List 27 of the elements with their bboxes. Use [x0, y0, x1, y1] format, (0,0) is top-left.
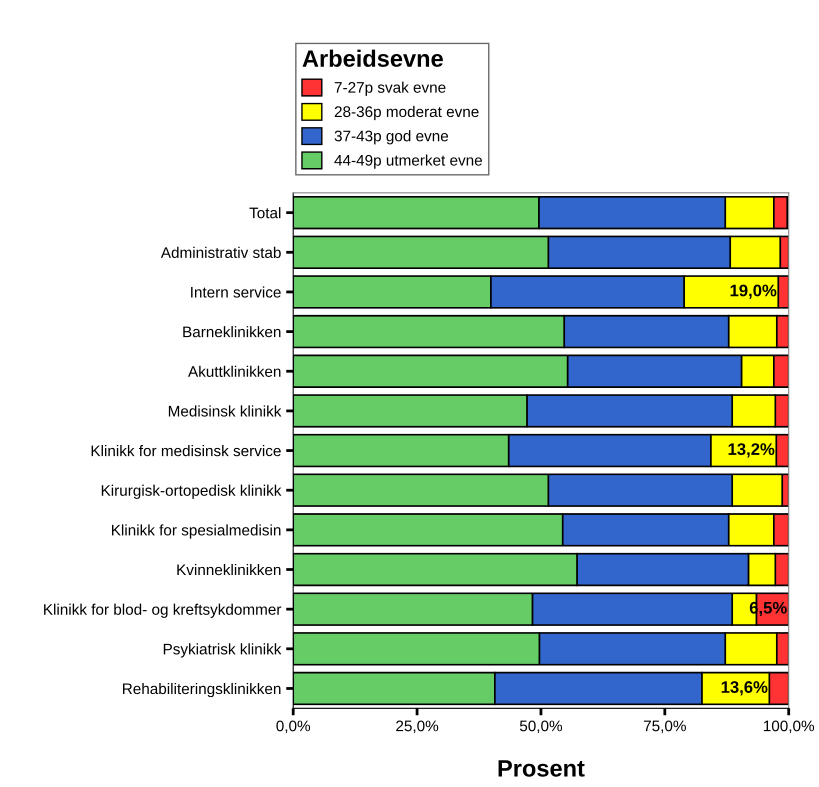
x-tick-label: 25,0% [396, 720, 438, 734]
data-label: 19,0% [730, 284, 776, 299]
x-tick-label: 75,0% [644, 720, 686, 734]
y-tick-label: Barneklinikken [183, 326, 280, 338]
y-tick-label: Intern service [191, 286, 281, 298]
x-tick-label: 100,0% [764, 720, 814, 734]
x-tick-label: 50,0% [520, 720, 562, 734]
y-tick-label: Klinikk for spesialmedisin [112, 524, 280, 539]
y-tick-label: Medisinsk klinikk [168, 405, 282, 417]
x-tick-label: 0,0% [276, 720, 310, 734]
legend-label: 7-27p svak evne [334, 82, 446, 96]
y-tick-label: Rehabiliteringsklinikken [123, 682, 280, 698]
x-axis-title: Prosent [498, 760, 585, 777]
y-tick-label: Akuttklinikken [188, 366, 280, 377]
y-tick-label: Total [249, 207, 280, 218]
y-tick-label: Administrativ stab [160, 246, 281, 258]
legend-title: Arbeidsevne [302, 50, 443, 67]
legend-label: 44-49p utmerket evne [334, 154, 482, 169]
y-tick-label: Kirurgisk-ortopedisk klinikk [102, 484, 282, 499]
legend-label: 37-43p god evne [334, 130, 448, 144]
legend-label: 28-36p moderat evne [334, 106, 479, 120]
y-tick-label: Kvinneklinikken [177, 564, 280, 576]
data-label: 13,2% [728, 443, 774, 458]
y-tick-label: Klinikk for blod- og kreftsykdommer [44, 604, 282, 618]
y-tick-label: Psykiatrisk klinikk [164, 643, 282, 658]
data-label: 13,6% [722, 681, 768, 696]
y-tick-label: Klinikk for medisinsk service [92, 445, 281, 456]
